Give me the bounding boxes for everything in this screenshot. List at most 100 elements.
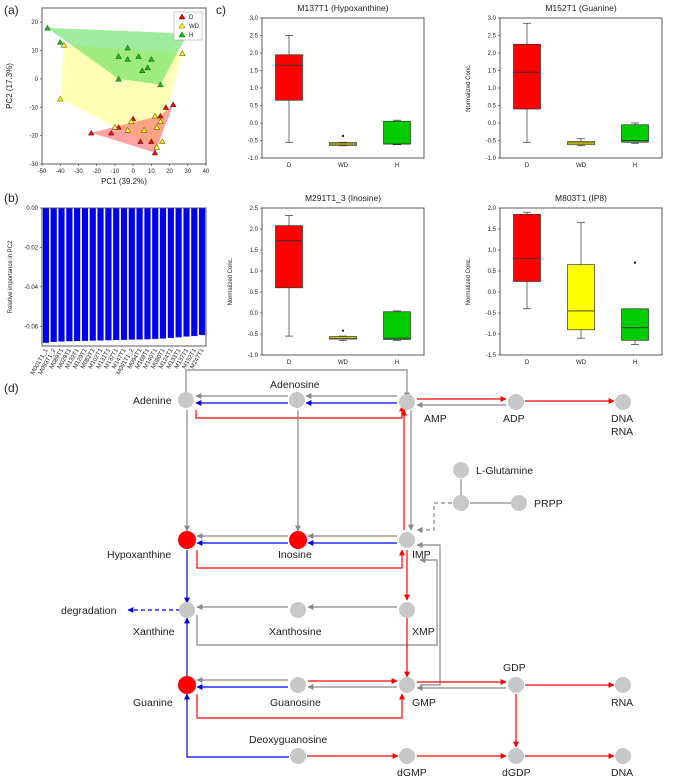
pca-hulls [47,27,188,153]
boxplot-x-tick-label: D [525,360,530,366]
loading-bar [120,207,128,341]
loading-bar [143,207,151,340]
pca-point-d [87,129,95,136]
boxplot-ip8: M803T1 (IP8) Normalized Conc. -1.5 -1.0 -0.5… [466,193,663,366]
label-degradation: degradation [61,605,117,617]
legend-label-wd: WD [189,24,200,30]
boxplot-x-tick-label: WD [576,163,587,169]
boxplot-y-tick-label: 2.5 [250,34,259,40]
pca-y-tick-label: -20 [29,134,38,140]
boxplot-y-tick-label: -1.5 [486,353,497,359]
pca-point-wd [179,50,186,56]
pca-point-d [108,129,115,136]
purine-pathway-diagram: Adenine Adenosine AMP ADP DNA RNA L-Glut… [61,369,633,779]
node-xmp [399,602,415,618]
pca-point-h [56,38,64,45]
legend-marker-wd [178,22,186,29]
node-hypoxanthine [178,531,196,549]
loading-bar [58,207,66,342]
loading-bar [198,207,206,336]
loading-bar [167,207,175,339]
node-dgmp [399,748,415,764]
node-adenosine [289,392,305,408]
panel-label-d: (d) [4,381,19,395]
boxplot-x-tick-label: WD [576,360,587,366]
label-amp: AMP [424,413,447,425]
loading-bar [159,207,167,339]
loading-bar [65,207,73,342]
pca-point-wd [128,118,135,125]
pathway-edges [127,369,615,759]
boxplot-y-tick-label: -1.0 [486,156,497,162]
pca-x-tick-label: 10 [148,169,155,175]
pca-point-wd [60,41,68,48]
boxplot-frame [499,207,663,356]
bar-ticks: 0.00-0.02-0.04-0.06M001T1_1M093T1_2M089T… [24,206,206,376]
boxplot-y-tick-label: 3.0 [250,16,259,22]
boxplot-y-tick-label: 1.0 [488,86,497,92]
bar-y-tick-label: -0.04 [24,285,38,291]
loading-bar [97,207,105,341]
node-inosine [289,531,307,549]
pca-point-h [144,64,151,71]
pca-point-d [162,104,170,110]
loading-bar [50,207,58,343]
panel-label-c: c) [216,3,226,17]
bar-axes-frame [41,207,207,347]
pca-x-tick-label: 40 [203,169,210,175]
boxplot-title: M137T1 (Hypoxanthine) [297,3,388,13]
boxplot-box-d [275,54,303,101]
label-adp: ADP [503,413,525,425]
boxplot-x-tick-label: H [633,163,637,169]
label-dgmp: dGMP [397,767,427,779]
boxplot-y-tick-label: -1.0 [248,353,259,359]
node-gdp [508,677,524,693]
pca-point-h [44,24,51,31]
pca-point-h [148,55,155,62]
pca-ticks: -50 -40 -30 -20 -10 0 10 20 30 40 -30 -20 -10 0 10 20 [29,20,210,175]
label-gdp: GDP [503,662,526,674]
label-adenosine: Adenosine [270,379,320,391]
pca-point-d [148,138,155,144]
boxplot-y-tick-label: 1.0 [488,248,497,254]
label-rna-2: RNA [611,697,633,709]
label-guanosine: Guanosine [270,697,321,709]
label-dna-2: DNA [611,767,633,779]
bar-y-tick-label: 0.00 [26,206,38,212]
pathway-nodes [178,392,631,764]
edge-guanine-gmp-red [196,693,405,719]
pca-x-tick-label: -10 [111,169,120,175]
boxplot-y-tick-label: 0.5 [250,290,259,296]
boxplot-x-tick-label: WD [338,360,349,366]
boxplot-x-tick-label: WD [338,163,349,169]
loading-bar [112,207,120,341]
boxplot-y-tick-label: -0.5 [248,332,259,338]
pca-point-wd [124,126,131,133]
node-l-glutamine [453,462,469,478]
loading-bar [151,207,159,340]
pca-point-wd [111,124,119,130]
pca-x-label: PC1 (39.2%) [101,177,147,186]
boxplot-y-tick-label: 2.0 [488,51,497,57]
pca-y-tick-label: 20 [31,20,38,26]
boxplot-title: M291T1_3 (Inosine) [305,193,381,203]
boxplot-y-label: Normalized Conc. [466,64,472,112]
label-rna-1: RNA [611,426,633,438]
label-l-glutamine: L-Glutamine [476,465,533,477]
pca-x-tick-label: 0 [131,169,135,175]
boxplot-y-tick-label: 2.5 [250,206,259,212]
node-amp [399,394,415,410]
boxplot-y-label: Normalized Conc. [466,257,472,305]
pca-y-tick-label: -30 [29,162,38,168]
label-hypoxanthine: Hypoxanthine [107,549,171,561]
pca-point-d [151,149,159,156]
pca-x-tick-label: -40 [56,169,65,175]
pca-point-h [115,53,122,59]
pathway-labels: Adenine Adenosine AMP ADP DNA RNA L-Glut… [61,379,633,779]
boxplot-box-h [621,124,649,143]
loading-bar [190,207,198,337]
panel-label-b: (b) [4,191,19,205]
pca-x-tick-label: 30 [184,169,191,175]
boxplot-outlier [341,329,345,332]
